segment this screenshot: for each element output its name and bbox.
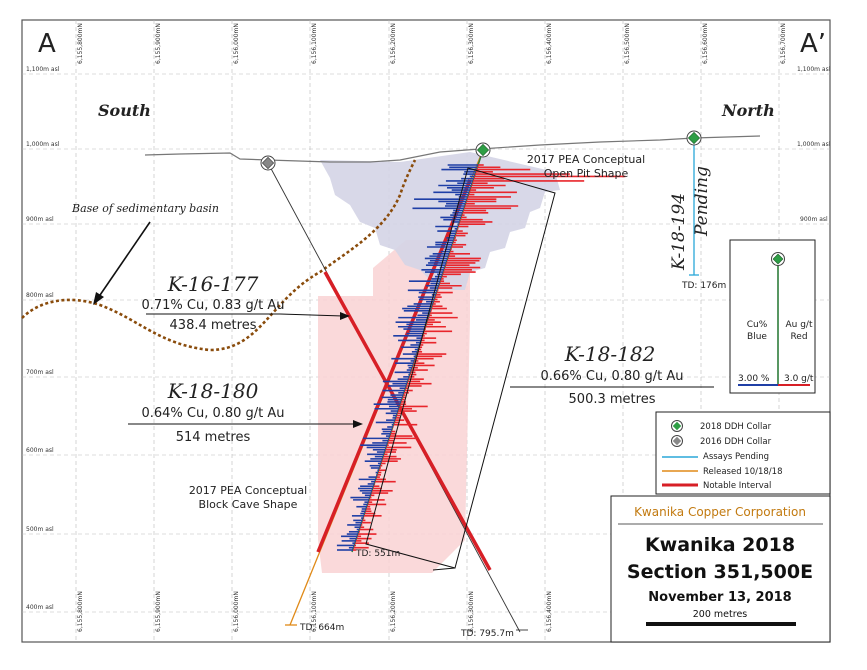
scale-bar bbox=[646, 622, 796, 626]
k16177-name: K-16-177 bbox=[167, 272, 259, 296]
northing-label: 6,155,900mN bbox=[155, 23, 162, 64]
inset-au-scale: 3.0 g/t bbox=[784, 374, 814, 384]
inset-au-label: Au g/t bbox=[786, 320, 813, 330]
k16177-leader bbox=[279, 313, 344, 317]
northing-label: 6,156,000mN bbox=[233, 591, 240, 632]
legend-item-assays-pending: Assays Pending bbox=[662, 452, 769, 462]
section-label-right: A’ bbox=[800, 29, 826, 59]
collar-k18182 bbox=[475, 142, 491, 158]
k18194-td: TD: 176m bbox=[681, 281, 726, 291]
legend-item-2016-collar: 2016 DDH Collar bbox=[671, 435, 772, 447]
northing-labels-top: 6,155,800mN 6,155,900mN 6,156,000mN 6,15… bbox=[77, 23, 787, 64]
legend-label: 2016 DDH Collar bbox=[700, 437, 772, 447]
assay-scale-inset: Cu% Blue Au g/t Red 3.00 % 3.0 g/t bbox=[729, 239, 816, 394]
legend-label: Notable Interval bbox=[703, 481, 771, 491]
scale-label: 200 metres bbox=[693, 609, 748, 620]
northing-label: 6,155,800mN bbox=[77, 591, 84, 632]
date-label: November 13, 2018 bbox=[648, 590, 791, 605]
k18182-grade: 0.66% Cu, 0.80 g/t Au bbox=[540, 369, 683, 384]
northing-label: 6,156,300mN bbox=[468, 23, 475, 64]
direction-north: North bbox=[721, 101, 775, 120]
northing-label: 6,155,900mN bbox=[155, 591, 162, 632]
northing-label: 6,156,200mN bbox=[390, 591, 397, 632]
northing-label: 6,156,000mN bbox=[233, 23, 240, 64]
project-title: Kwanika 2018 bbox=[645, 534, 795, 556]
northing-label: 6,156,500mN bbox=[624, 23, 631, 64]
basin-label: Base of sedimentary basin bbox=[71, 202, 219, 215]
k18180-grade: 0.64% Cu, 0.80 g/t Au bbox=[141, 406, 284, 421]
notable-interval-k16177 bbox=[323, 271, 492, 571]
elevation-label: 1,000m asl bbox=[26, 141, 60, 148]
legend-label: 2018 DDH Collar bbox=[700, 422, 772, 432]
elevation-labels-left: 1,100m asl 1,000m asl 900m asl 800m asl … bbox=[26, 66, 60, 611]
k18194-name: K-18-194 bbox=[669, 193, 689, 271]
k18182-length: 500.3 metres bbox=[569, 392, 656, 407]
inset-cu-color: Blue bbox=[747, 332, 767, 342]
northing-label: 6,156,400mN bbox=[546, 23, 553, 64]
k18194-status: Pending bbox=[692, 166, 712, 237]
northing-label: 6,156,700mN bbox=[780, 23, 787, 64]
inset-cu-label: Cu% bbox=[747, 320, 768, 330]
elevation-label: 900m asl bbox=[26, 216, 54, 223]
legend-label: Assays Pending bbox=[703, 452, 769, 462]
k16177-length: 438.4 metres bbox=[170, 318, 257, 333]
basin-arrowhead bbox=[93, 292, 104, 305]
legend-item-2018-collar: 2018 DDH Collar bbox=[671, 420, 772, 432]
elevation-label: 600m asl bbox=[26, 447, 54, 454]
topography-line bbox=[144, 135, 761, 163]
northing-label: 6,156,600mN bbox=[702, 23, 709, 64]
northing-label: 6,156,400mN bbox=[546, 591, 553, 632]
open-pit-shape bbox=[320, 152, 560, 290]
elevation-label: 400m asl bbox=[26, 604, 54, 611]
cave-label-line2: Block Cave Shape bbox=[199, 498, 298, 511]
legend-item-released: Released 10/18/18 bbox=[662, 467, 782, 477]
k18182-name: K-18-182 bbox=[564, 342, 656, 366]
collar-k16177 bbox=[260, 155, 276, 171]
northing-label: 6,156,100mN bbox=[311, 23, 318, 64]
td-label-k16177: TD: 795.7m bbox=[460, 629, 514, 639]
pit-label-line2: Open Pit Shape bbox=[544, 167, 629, 180]
assay-histogram-k18182 bbox=[336, 164, 626, 551]
legend-label: Released 10/18/18 bbox=[703, 467, 782, 477]
direction-south: South bbox=[98, 101, 151, 120]
title-block: Kwanika Copper Corporation Kwanika 2018 … bbox=[610, 495, 831, 643]
inset-au-color: Red bbox=[790, 332, 807, 342]
northing-label: 6,156,100mN bbox=[311, 591, 318, 632]
k18180-arrowhead bbox=[353, 420, 363, 428]
inset-cu-scale: 3.00 % bbox=[738, 374, 770, 384]
collar-k18194 bbox=[686, 130, 702, 146]
sedimentary-basin-line bbox=[21, 159, 417, 352]
elevation-label: 800m asl bbox=[26, 292, 54, 299]
northing-label: 6,155,800mN bbox=[77, 23, 84, 64]
k16177-grade: 0.71% Cu, 0.83 g/t Au bbox=[141, 298, 284, 313]
elevation-label: 700m asl bbox=[26, 369, 54, 376]
map-frame bbox=[21, 19, 831, 643]
elevation-label: 1,100m asl bbox=[797, 66, 831, 73]
td-label-k18180: TD: 664m bbox=[299, 623, 344, 633]
elevation-label: 1,000m asl bbox=[797, 141, 831, 148]
company-name: Kwanika Copper Corporation bbox=[634, 505, 806, 519]
cave-label-line1: 2017 PEA Conceptual bbox=[189, 484, 307, 497]
k16177-arrowhead bbox=[340, 312, 350, 320]
section-label-left: A bbox=[38, 29, 56, 59]
northing-labels-bottom: 6,155,800mN 6,155,900mN 6,156,000mN 6,15… bbox=[77, 591, 631, 632]
k18180-name: K-18-180 bbox=[167, 379, 259, 403]
k18180-length: 514 metres bbox=[176, 430, 251, 445]
section-title: Section 351,500E bbox=[627, 561, 813, 583]
northing-label: 6,156,200mN bbox=[390, 23, 397, 64]
legend: 2018 DDH Collar 2016 DDH Collar Assays P… bbox=[655, 411, 831, 495]
basin-arrow bbox=[97, 221, 151, 299]
interval-box-base bbox=[432, 567, 456, 571]
pit-label-line1: 2017 PEA Conceptual bbox=[527, 153, 645, 166]
elevation-labels-right: 1,100m asl 1,000m asl 900m asl bbox=[797, 66, 831, 223]
legend-item-notable-interval: Notable Interval bbox=[662, 481, 771, 491]
northing-label: 6,156,300mN bbox=[468, 591, 475, 632]
elevation-label: 900m asl bbox=[800, 216, 828, 223]
elevation-label: 1,100m asl bbox=[26, 66, 60, 73]
elevation-label: 500m asl bbox=[26, 526, 54, 533]
td-label-k18182: TD: 551m bbox=[355, 549, 400, 559]
